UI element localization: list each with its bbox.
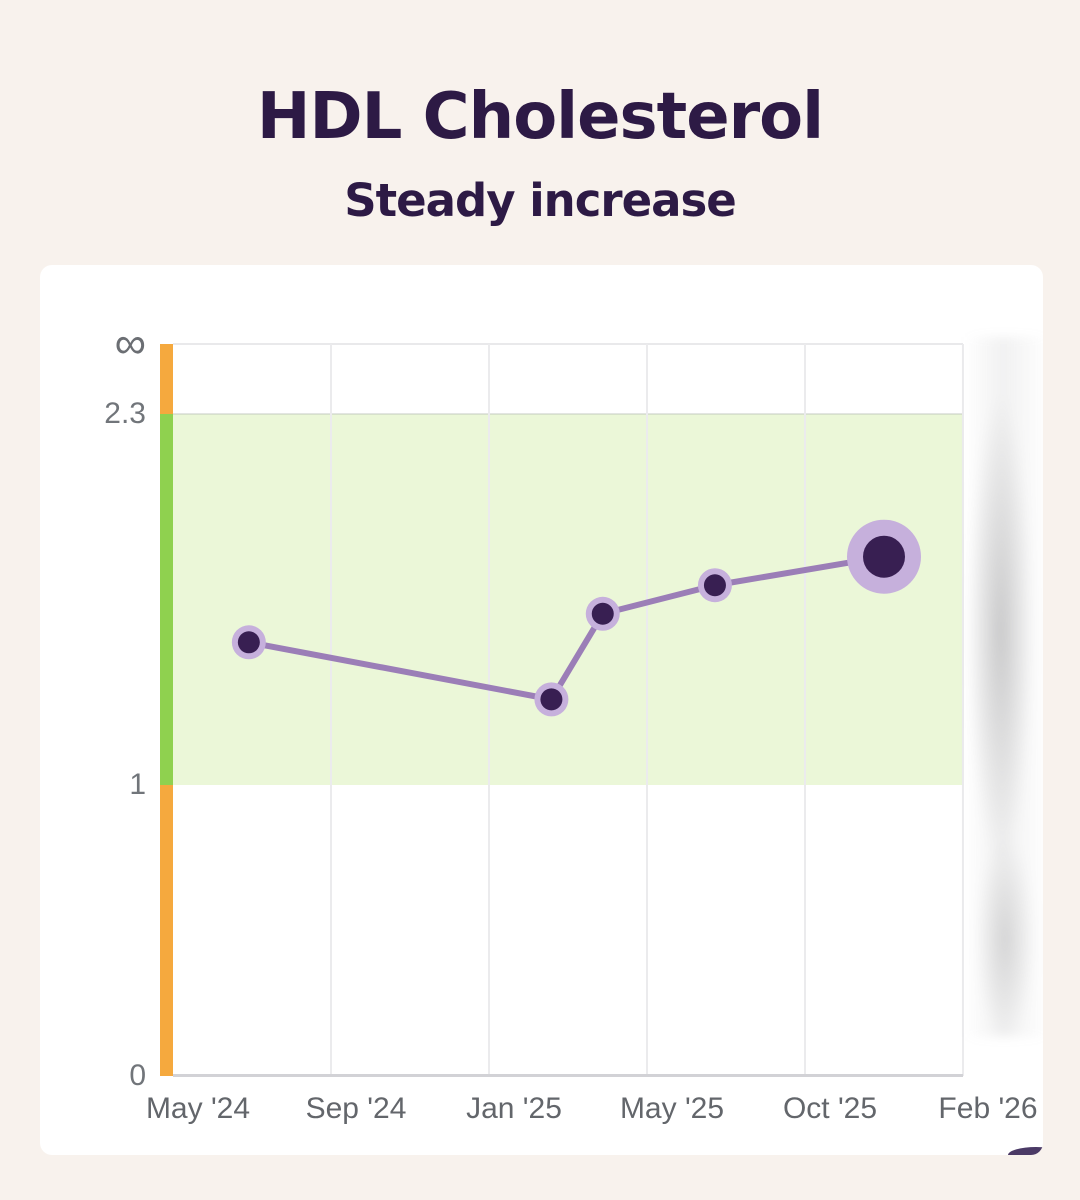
x-tick-label: Oct '25 xyxy=(782,1092,878,1125)
chart-card: ∞ 2.3 1 0 May '24 Sep '24 Jan '25 May '25 Oc… xyxy=(40,265,1043,1155)
x-tick-label: Sep '24 xyxy=(305,1092,407,1125)
data-point[interactable] xyxy=(703,574,726,597)
y-tick-1: 1 xyxy=(129,768,146,801)
series-plot xyxy=(231,519,921,717)
y-tick-0: 0 xyxy=(129,1059,146,1092)
plot-top-border xyxy=(173,343,963,345)
data-point-latest[interactable] xyxy=(863,535,905,578)
vertical-gridline xyxy=(962,344,964,1076)
x-tick-label: May '24 xyxy=(145,1092,251,1125)
healthy-range-fill xyxy=(173,414,963,785)
series-line xyxy=(245,553,887,703)
data-point[interactable] xyxy=(237,631,260,654)
page-subtitle: Steady increase xyxy=(344,174,737,227)
vertical-gridline xyxy=(646,344,648,1076)
y-tick-infinity: ∞ xyxy=(114,319,146,368)
range-band-healthy xyxy=(160,414,173,785)
x-tick-label: Feb '26 xyxy=(938,1092,1038,1125)
page-title: HDL Cholesterol xyxy=(256,80,824,154)
vertical-gridline xyxy=(330,344,332,1076)
x-tick-label: May '25 xyxy=(619,1092,725,1125)
healthy-upper-bound-line xyxy=(173,413,963,415)
y-tick-2-3: 2.3 xyxy=(104,397,146,430)
x-tick-label: Jan '25 xyxy=(466,1092,562,1125)
vertical-gridline xyxy=(804,344,806,1076)
data-point[interactable] xyxy=(591,602,614,625)
bottom-edge-dot xyxy=(1008,1147,1043,1155)
data-point[interactable] xyxy=(540,688,563,711)
x-axis-line xyxy=(173,1074,963,1077)
range-band-below xyxy=(160,785,173,1076)
range-band-above xyxy=(160,344,173,414)
vertical-gridline xyxy=(488,344,490,1076)
